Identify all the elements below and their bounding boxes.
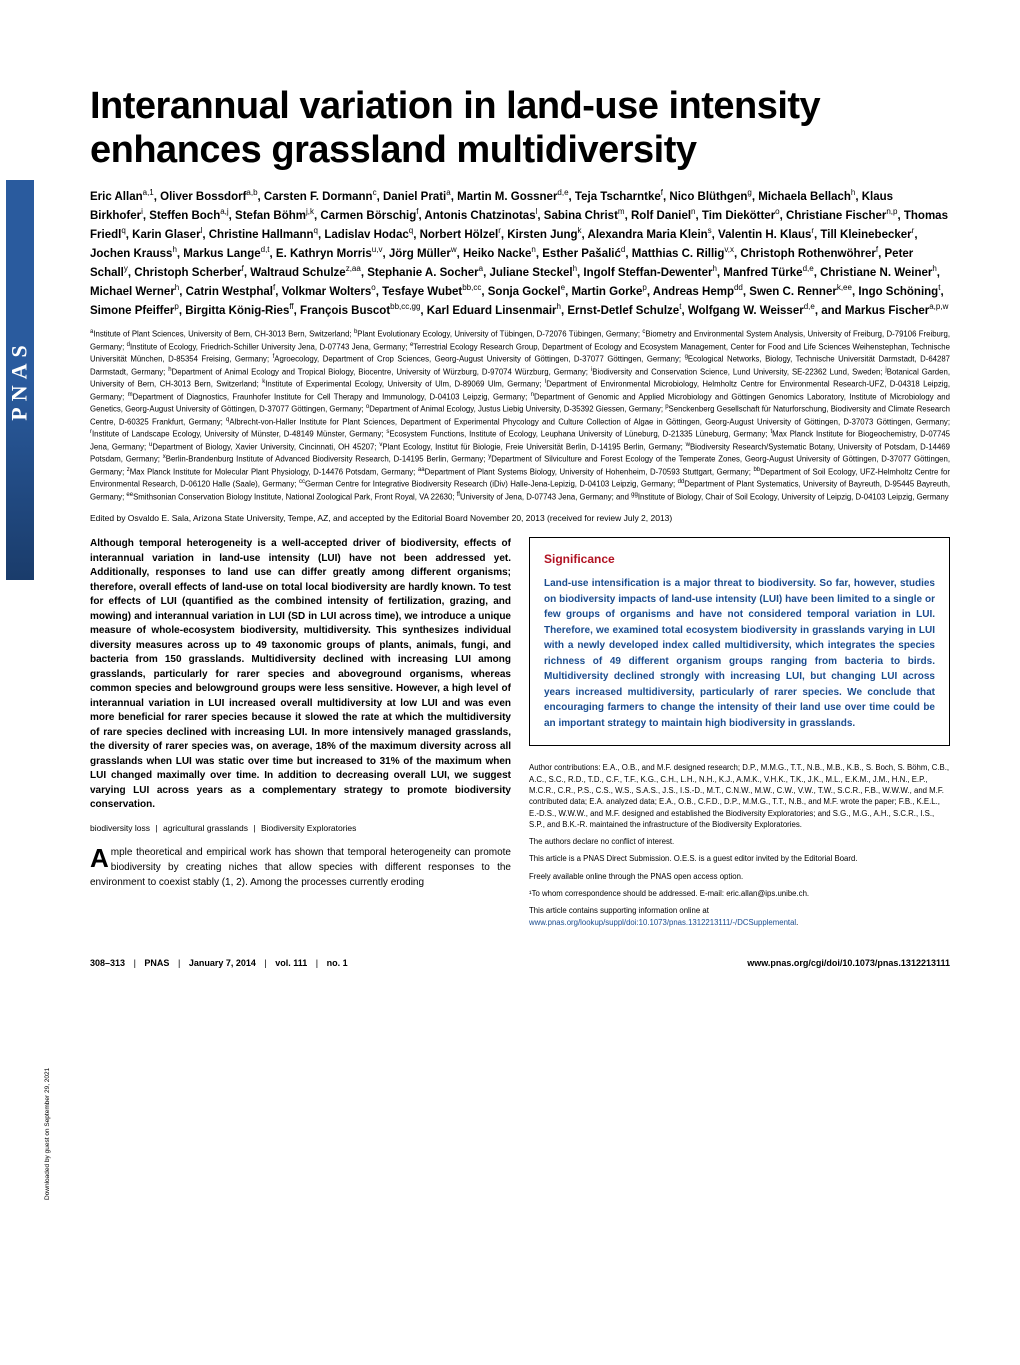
conflict-of-interest: The authors declare no conflict of inter…	[529, 836, 950, 847]
authors-list: Eric Allana,1, Oliver Bossdorfa,b, Carst…	[90, 187, 950, 321]
keywords: biodiversity loss | agricultural grassla…	[90, 823, 511, 833]
journal-name: PNAS	[144, 958, 169, 968]
significance-text: Land-use intensification is a major thre…	[544, 576, 935, 731]
pnas-logo-text: PNAS	[7, 339, 33, 420]
page-footer: 308–313 | PNAS | January 7, 2014 | vol. …	[90, 954, 950, 968]
keyword-3: Biodiversity Exploratories	[261, 823, 356, 833]
abstract: Although temporal heterogeneity is a wel…	[90, 537, 511, 813]
footer-left: 308–313 | PNAS | January 7, 2014 | vol. …	[90, 958, 348, 968]
significance-heading: Significance	[544, 552, 935, 566]
significance-box: Significance Land-use intensification is…	[529, 537, 950, 746]
correspondence: ¹To whom correspondence should be addres…	[529, 888, 950, 899]
author-contributions: Author contributions: E.A., O.B., and M.…	[529, 762, 950, 830]
footer-doi: www.pnas.org/cgi/doi/10.1073/pnas.131221…	[747, 958, 950, 968]
open-access-note: Freely available online through the PNAS…	[529, 871, 950, 882]
keyword-2: agricultural grasslands	[163, 823, 248, 833]
issue: no. 1	[327, 958, 348, 968]
pnas-side-logo: PNAS	[6, 180, 34, 580]
supporting-link[interactable]: www.pnas.org/lookup/suppl/doi:10.1073/pn…	[529, 918, 796, 927]
body-start-text: mple theoretical and empirical work has …	[90, 847, 511, 888]
article-metadata: Author contributions: E.A., O.B., and M.…	[529, 762, 950, 928]
volume: vol. 111	[275, 958, 307, 968]
body-first-paragraph: Ample theoretical and empirical work has…	[90, 845, 511, 890]
dropcap: A	[90, 845, 111, 870]
editorial-note: This article is a PNAS Direct Submission…	[529, 853, 950, 864]
page-range: 308–313	[90, 958, 125, 968]
keyword-1: biodiversity loss	[90, 823, 150, 833]
article-title: Interannual variation in land-use intens…	[90, 85, 950, 172]
edited-by: Edited by Osvaldo E. Sala, Arizona State…	[90, 513, 950, 523]
affiliations-list: aInstitute of Plant Sciences, University…	[90, 328, 950, 503]
supporting-info: This article contains supporting informa…	[529, 905, 950, 928]
pub-date: January 7, 2014	[189, 958, 256, 968]
download-note: Downloaded by guest on September 29, 202…	[44, 1068, 51, 1200]
